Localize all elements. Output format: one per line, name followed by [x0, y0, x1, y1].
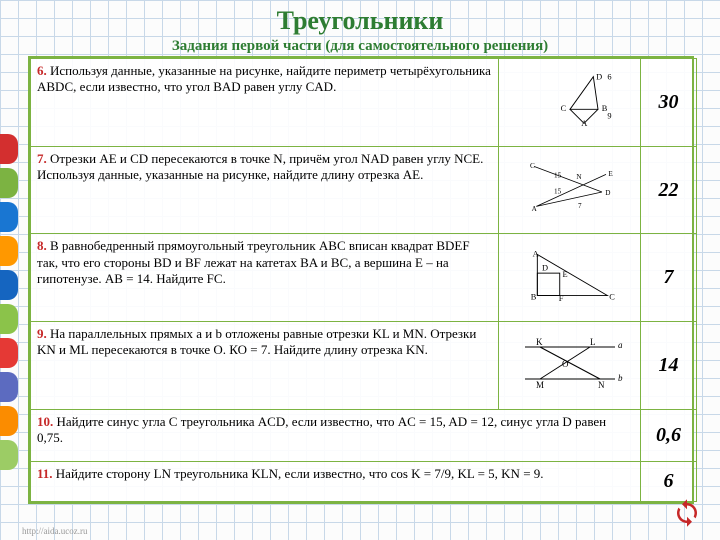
task-body: Найдите синус угла C треугольника ACD, е…: [37, 414, 606, 445]
side-color-tabs: [0, 130, 14, 474]
svg-text:E: E: [608, 170, 613, 178]
task-answer: 0,6: [641, 409, 697, 461]
task-answer: 22: [641, 146, 697, 234]
task-number: 11.: [37, 466, 53, 481]
task-text: 10. Найдите синус угла C треугольника AC…: [31, 409, 641, 461]
svg-text:b: b: [618, 373, 623, 383]
svg-text:F: F: [558, 294, 563, 303]
task-number: 9.: [37, 326, 47, 341]
task-body: Найдите сторону LN треугольника KLN, есл…: [56, 466, 544, 481]
svg-text:B: B: [530, 293, 536, 302]
task-table-frame: 6. Используя данные, указанные на рисунк…: [28, 56, 694, 504]
svg-text:15: 15: [554, 171, 562, 179]
task-number: 10.: [37, 414, 53, 429]
task-answer: 30: [641, 59, 697, 147]
table-row: 10. Найдите синус угла C треугольника AC…: [31, 409, 697, 461]
svg-text:7: 7: [578, 202, 582, 210]
page-title: Треугольники: [0, 0, 720, 38]
table-row: 8. В равнобедренный прямоугольный треуго…: [31, 234, 697, 322]
svg-text:A: A: [532, 250, 538, 259]
task-answer: 7: [641, 234, 697, 322]
svg-text:a: a: [618, 340, 623, 350]
reload-button[interactable]: [672, 498, 702, 528]
svg-text:A: A: [581, 119, 587, 128]
svg-text:L: L: [590, 337, 596, 347]
svg-text:D: D: [542, 264, 548, 273]
svg-text:M: M: [536, 380, 544, 390]
svg-text:C: C: [530, 162, 535, 170]
svg-text:A: A: [531, 205, 537, 213]
svg-text:6: 6: [607, 72, 611, 81]
task-figure: D6 CB A9: [499, 59, 641, 147]
table-row: 11. Найдите сторону LN треугольника KLN,…: [31, 461, 697, 501]
task-answer: 6: [641, 461, 697, 501]
task-body: На параллельных прямых a и b отложены ра…: [37, 326, 476, 357]
site-link: http://aida.ucoz.ru: [22, 526, 87, 536]
task-text: 8. В равнобедренный прямоугольный треуго…: [31, 234, 499, 322]
task-text: 6. Используя данные, указанные на рисунк…: [31, 59, 499, 147]
svg-text:K: K: [536, 337, 543, 347]
svg-text:N: N: [576, 173, 582, 181]
task-answer: 14: [641, 322, 697, 410]
task-table: 6. Используя данные, указанные на рисунк…: [30, 58, 697, 502]
svg-text:E: E: [562, 270, 567, 279]
task-number: 6.: [37, 63, 47, 78]
svg-text:N: N: [598, 380, 605, 390]
table-row: 9. На параллельных прямых a и b отложены…: [31, 322, 697, 410]
reload-icon: [672, 498, 702, 528]
task-figure: K La O M Nb: [499, 322, 641, 410]
task-body: Используя данные, указанные на рисунке, …: [37, 63, 491, 94]
task-text: 11. Найдите сторону LN треугольника KLN,…: [31, 461, 641, 501]
task-number: 8.: [37, 238, 47, 253]
svg-text:9: 9: [607, 112, 611, 121]
task-figure: AD E B F C: [499, 234, 641, 322]
task-number: 7.: [37, 151, 47, 166]
svg-text:C: C: [560, 104, 566, 113]
svg-text:O: O: [562, 359, 569, 369]
svg-text:D: D: [605, 189, 610, 197]
task-text: 9. На параллельных прямых a и b отложены…: [31, 322, 499, 410]
svg-text:C: C: [609, 293, 615, 302]
svg-text:15: 15: [554, 187, 562, 195]
task-body: В равнобедренный прямоугольный треугольн…: [37, 238, 470, 286]
task-figure: C 15 N E 15 D A 7: [499, 146, 641, 234]
svg-text:D: D: [596, 72, 602, 81]
task-text: 7. Отрезки AE и CD пересекаются в точке …: [31, 146, 499, 234]
table-row: 7. Отрезки AE и CD пересекаются в точке …: [31, 146, 697, 234]
table-row: 6. Используя данные, указанные на рисунк…: [31, 59, 697, 147]
task-body: Отрезки AE и CD пересекаются в точке N, …: [37, 151, 483, 182]
